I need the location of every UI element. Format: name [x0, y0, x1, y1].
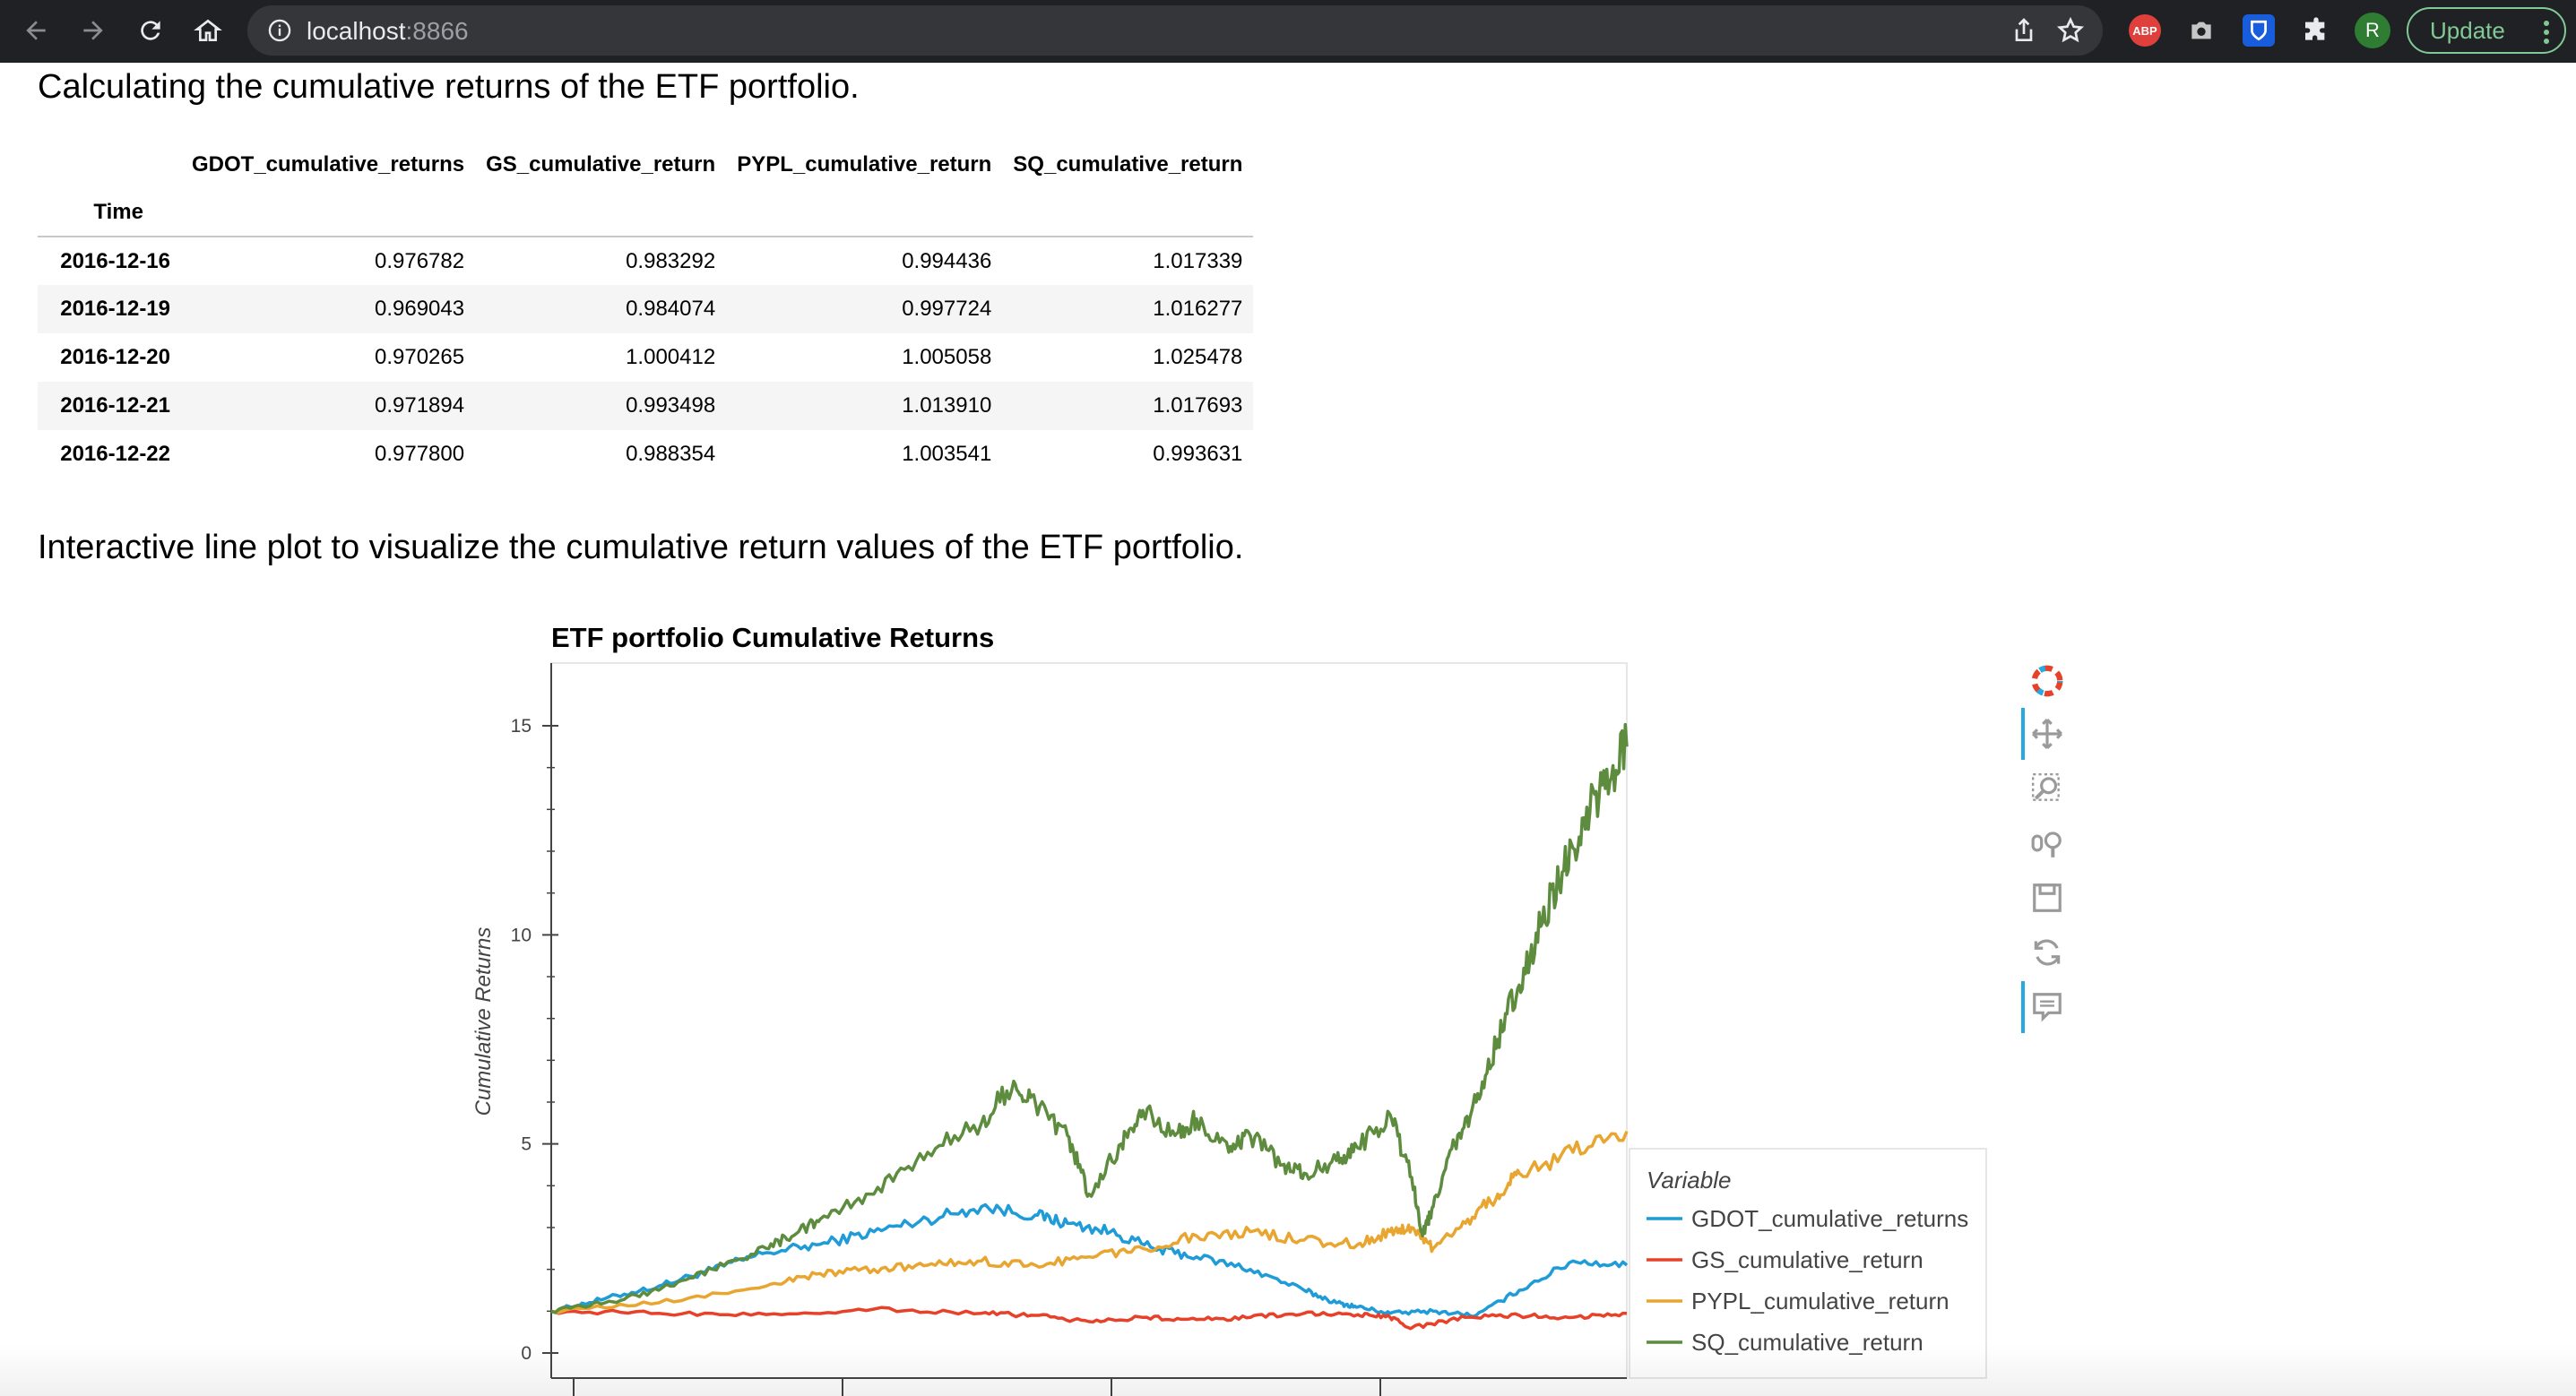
pan-tool-icon[interactable]	[2027, 714, 2067, 754]
column-header: GS_cumulative_return	[486, 152, 716, 177]
plot-area[interactable]	[550, 662, 1628, 1379]
index-name: Time	[93, 199, 143, 224]
row-index: 2016-12-21	[60, 393, 170, 418]
y-axis: 0 5 10 15	[511, 663, 558, 1378]
series-layer	[550, 722, 1629, 1331]
save-tool-icon[interactable]	[2027, 878, 2067, 918]
table-cell: 0.984074	[626, 297, 716, 321]
table-cell: 1.025478	[1153, 345, 1243, 369]
legend-item-label[interactable]: PYPL_cumulative_return	[1691, 1288, 1949, 1314]
update-button[interactable]: Update	[2407, 7, 2566, 54]
row-index: 2016-12-22	[60, 442, 170, 466]
table-cell: 0.994436	[902, 248, 992, 273]
row-index: 2016-12-19	[60, 297, 170, 321]
legend-item-label[interactable]: GS_cumulative_return	[1691, 1246, 1923, 1273]
table-row: 2016-12-22 0.977800 0.988354 1.003541 0.…	[38, 430, 1254, 478]
table-cell: 0.993631	[1153, 442, 1243, 466]
series-line-PYPL_cumulative_return[interactable]	[550, 1131, 1629, 1314]
forward-icon[interactable]	[73, 11, 113, 50]
table-cell: 1.017693	[1153, 393, 1243, 418]
bitwarden-shield-icon[interactable]	[2243, 14, 2275, 47]
column-header-row: GDOT_cumulative_returns GS_cumulative_re…	[38, 142, 1253, 188]
y-tick-label: 15	[511, 716, 532, 737]
active-tool-indicator	[2021, 981, 2025, 1033]
share-icon[interactable]	[2010, 16, 2038, 45]
table-cell: 0.993498	[626, 393, 716, 418]
table-cell: 1.017339	[1153, 248, 1243, 273]
index-name-row: Time	[38, 188, 1254, 237]
camera-icon[interactable]	[2185, 14, 2217, 47]
adblock-plus-icon[interactable]: ABP	[2129, 14, 2161, 47]
table-cell: 0.988354	[626, 442, 716, 466]
y-axis-label: Cumulative Returns	[471, 927, 496, 1116]
table-cell: 0.983292	[626, 248, 716, 273]
table-cell: 1.000412	[626, 345, 716, 369]
legend-title: Variable	[1647, 1167, 1731, 1193]
table-heading: Calculating the cumulative returns of th…	[38, 68, 860, 106]
y-tick-label: 0	[521, 1343, 532, 1364]
box-zoom-tool-icon[interactable]	[2027, 769, 2067, 808]
bookmark-star-icon[interactable]	[2056, 16, 2085, 45]
legend-item-label[interactable]: GDOT_cumulative_returns	[1691, 1205, 1968, 1232]
series-line-GDOT_cumulative_returns[interactable]	[550, 1202, 1629, 1319]
table-row: 2016-12-20 0.970265 1.000412 1.005058 1.…	[38, 333, 1254, 382]
reset-tool-icon[interactable]	[2027, 933, 2067, 972]
dataframe-table: GDOT_cumulative_returns GS_cumulative_re…	[38, 142, 1254, 478]
legend-box	[1629, 1148, 1987, 1379]
table-cell: 1.013910	[902, 393, 992, 418]
back-icon[interactable]	[16, 11, 56, 50]
table-cell: 0.970265	[374, 345, 465, 369]
bokeh-logo-icon[interactable]	[2027, 661, 2067, 701]
browser-toolbar: localhost:8866 ABP R Update	[0, 0, 2576, 63]
row-index: 2016-12-20	[60, 345, 170, 369]
hover-tool-icon[interactable]	[2027, 987, 2067, 1027]
row-index: 2016-12-16	[60, 248, 170, 273]
info-icon[interactable]	[267, 18, 292, 43]
series-line-GS_cumulative_return[interactable]	[550, 1306, 1628, 1331]
series-line-SQ_cumulative_return[interactable]	[550, 722, 1629, 1314]
wheel-zoom-tool-icon[interactable]	[2027, 823, 2067, 863]
column-header: GDOT_cumulative_returns	[192, 152, 465, 177]
legend[interactable]: Variable GDOT_cumulative_returns GS_cumul…	[1629, 1148, 1987, 1379]
table-cell: 1.003541	[902, 442, 992, 466]
table-row: 2016-12-21 0.971894 0.993498 1.013910 1.…	[38, 382, 1254, 430]
y-tick-label: 5	[521, 1134, 532, 1155]
x-axis	[551, 1377, 1627, 1396]
url-text: localhost:8866	[307, 17, 469, 45]
table-cell: 0.976782	[374, 248, 465, 273]
extensions-puzzle-icon[interactable]	[2300, 14, 2332, 47]
table-row: 2016-12-16 0.976782 0.983292 0.994436 1.…	[38, 237, 1254, 285]
address-bar[interactable]: localhost:8866	[247, 5, 2103, 56]
table-cell: 0.997724	[902, 297, 992, 321]
plot-heading: Interactive line plot to visualize the c…	[38, 529, 1244, 566]
more-menu-icon[interactable]	[2543, 20, 2550, 45]
table-cell: 1.005058	[902, 345, 992, 369]
chart-title: ETF portfolio Cumulative Returns	[551, 622, 994, 653]
column-header: PYPL_cumulative_return	[737, 152, 992, 177]
table-cell: 0.971894	[374, 393, 465, 418]
table-cell: 0.977800	[374, 442, 465, 466]
table-cell: 0.969043	[374, 297, 465, 321]
y-tick-label: 10	[511, 925, 532, 945]
active-tool-indicator	[2021, 708, 2025, 760]
column-header: SQ_cumulative_return	[1013, 152, 1243, 177]
home-icon[interactable]	[188, 11, 228, 50]
profile-avatar[interactable]: R	[2355, 13, 2390, 48]
table-cell: 1.016277	[1153, 297, 1243, 321]
table-row: 2016-12-19 0.969043 0.984074 0.997724 1.…	[38, 285, 1254, 333]
legend-item-label[interactable]: SQ_cumulative_return	[1691, 1329, 1923, 1356]
